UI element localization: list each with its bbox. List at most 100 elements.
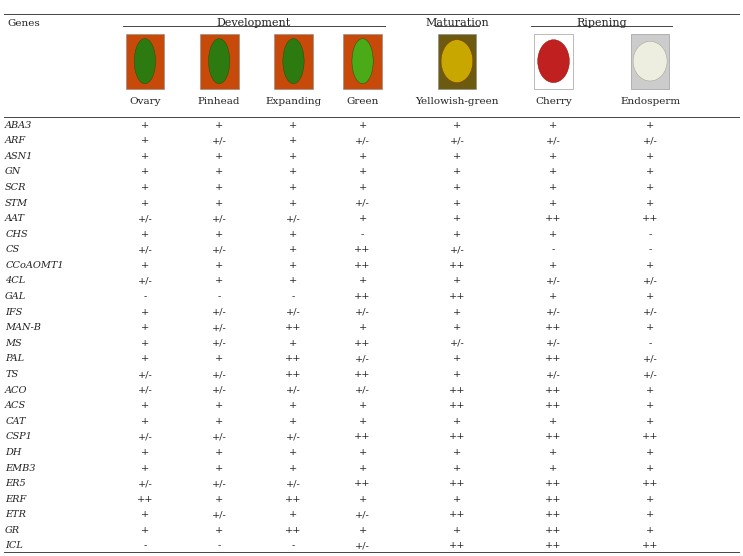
Text: ++: ++ xyxy=(642,433,658,441)
Text: +: + xyxy=(452,121,461,130)
Text: +/-: +/- xyxy=(546,276,561,285)
Text: +/-: +/- xyxy=(355,510,370,519)
Text: AAT: AAT xyxy=(5,214,25,223)
Text: +/-: +/- xyxy=(643,136,658,145)
Text: +/-: +/- xyxy=(286,386,301,395)
Text: CSP1: CSP1 xyxy=(5,433,32,441)
FancyBboxPatch shape xyxy=(534,33,573,89)
Text: +: + xyxy=(646,386,655,395)
Text: +: + xyxy=(289,183,298,192)
Text: +: + xyxy=(289,121,298,130)
Text: +: + xyxy=(140,510,149,519)
Text: CS: CS xyxy=(5,245,19,254)
Text: +: + xyxy=(140,526,149,535)
Text: +: + xyxy=(549,198,558,207)
Text: IFS: IFS xyxy=(5,307,22,317)
Text: +/-: +/- xyxy=(137,245,152,254)
Text: +: + xyxy=(646,464,655,473)
Text: ++: ++ xyxy=(285,526,302,535)
Text: ++: ++ xyxy=(285,354,302,364)
Text: Ripening: Ripening xyxy=(577,18,627,28)
Text: +: + xyxy=(140,152,149,161)
Text: ++: ++ xyxy=(545,495,562,504)
Text: +: + xyxy=(140,323,149,332)
Text: ACO: ACO xyxy=(5,386,27,395)
Text: CHS: CHS xyxy=(5,230,27,239)
Text: +/-: +/- xyxy=(212,479,227,488)
Text: +: + xyxy=(646,121,655,130)
Text: +: + xyxy=(646,495,655,504)
Text: +: + xyxy=(215,198,224,207)
Text: +: + xyxy=(452,183,461,192)
Text: Maturation: Maturation xyxy=(425,18,489,28)
Text: -: - xyxy=(218,542,221,550)
Text: +: + xyxy=(549,417,558,426)
Text: +: + xyxy=(646,401,655,410)
Text: +/-: +/- xyxy=(286,307,301,317)
Text: ++: ++ xyxy=(545,433,562,441)
Text: GN: GN xyxy=(5,167,22,176)
Text: +/-: +/- xyxy=(355,136,370,145)
Text: +: + xyxy=(358,323,367,332)
Text: ++: ++ xyxy=(354,479,371,488)
Text: +: + xyxy=(646,526,655,535)
Text: +: + xyxy=(289,198,298,207)
Text: GR: GR xyxy=(5,526,20,535)
FancyBboxPatch shape xyxy=(200,33,239,89)
Text: +: + xyxy=(358,121,367,130)
Text: +: + xyxy=(358,152,367,161)
Text: ++: ++ xyxy=(449,386,465,395)
Text: ++: ++ xyxy=(449,261,465,270)
Text: +: + xyxy=(549,261,558,270)
Text: +/-: +/- xyxy=(286,479,301,488)
Text: ERF: ERF xyxy=(5,495,27,504)
Text: +/-: +/- xyxy=(212,510,227,519)
Text: ++: ++ xyxy=(354,339,371,348)
Text: +: + xyxy=(549,121,558,130)
Text: +: + xyxy=(358,167,367,176)
Text: ++: ++ xyxy=(545,526,562,535)
Text: +: + xyxy=(452,417,461,426)
Text: +: + xyxy=(549,292,558,301)
Text: ++: ++ xyxy=(449,542,465,550)
Text: +: + xyxy=(646,323,655,332)
Text: Expanding: Expanding xyxy=(265,97,322,106)
Text: +: + xyxy=(140,183,149,192)
Ellipse shape xyxy=(209,38,230,84)
Text: +/-: +/- xyxy=(212,136,227,145)
FancyBboxPatch shape xyxy=(438,33,476,89)
Text: +: + xyxy=(140,121,149,130)
Text: SCR: SCR xyxy=(5,183,27,192)
Text: +/-: +/- xyxy=(450,339,464,348)
Text: ++: ++ xyxy=(354,433,371,441)
Text: +/-: +/- xyxy=(137,214,152,223)
Text: +: + xyxy=(452,526,461,535)
Text: +: + xyxy=(140,136,149,145)
FancyBboxPatch shape xyxy=(343,33,382,89)
Text: ++: ++ xyxy=(449,479,465,488)
Text: +: + xyxy=(358,495,367,504)
Text: ++: ++ xyxy=(545,354,562,364)
Text: MAN-B: MAN-B xyxy=(5,323,41,332)
Text: TS: TS xyxy=(5,370,19,379)
Text: +: + xyxy=(452,230,461,239)
Text: +: + xyxy=(215,495,224,504)
Text: Green: Green xyxy=(346,97,379,106)
Text: +: + xyxy=(358,183,367,192)
FancyBboxPatch shape xyxy=(126,33,164,89)
Text: +: + xyxy=(452,214,461,223)
Text: +/-: +/- xyxy=(546,307,561,317)
Text: Pinhead: Pinhead xyxy=(198,97,241,106)
Text: +/-: +/- xyxy=(137,276,152,285)
Text: CCoAOMT1: CCoAOMT1 xyxy=(5,261,64,270)
Text: +: + xyxy=(140,448,149,457)
Text: +: + xyxy=(215,464,224,473)
Text: +/-: +/- xyxy=(450,245,464,254)
Text: +/-: +/- xyxy=(355,386,370,395)
Text: +: + xyxy=(646,167,655,176)
Text: +: + xyxy=(452,152,461,161)
Text: +: + xyxy=(215,354,224,364)
Text: +: + xyxy=(452,307,461,317)
Text: +: + xyxy=(452,198,461,207)
Text: +: + xyxy=(140,307,149,317)
